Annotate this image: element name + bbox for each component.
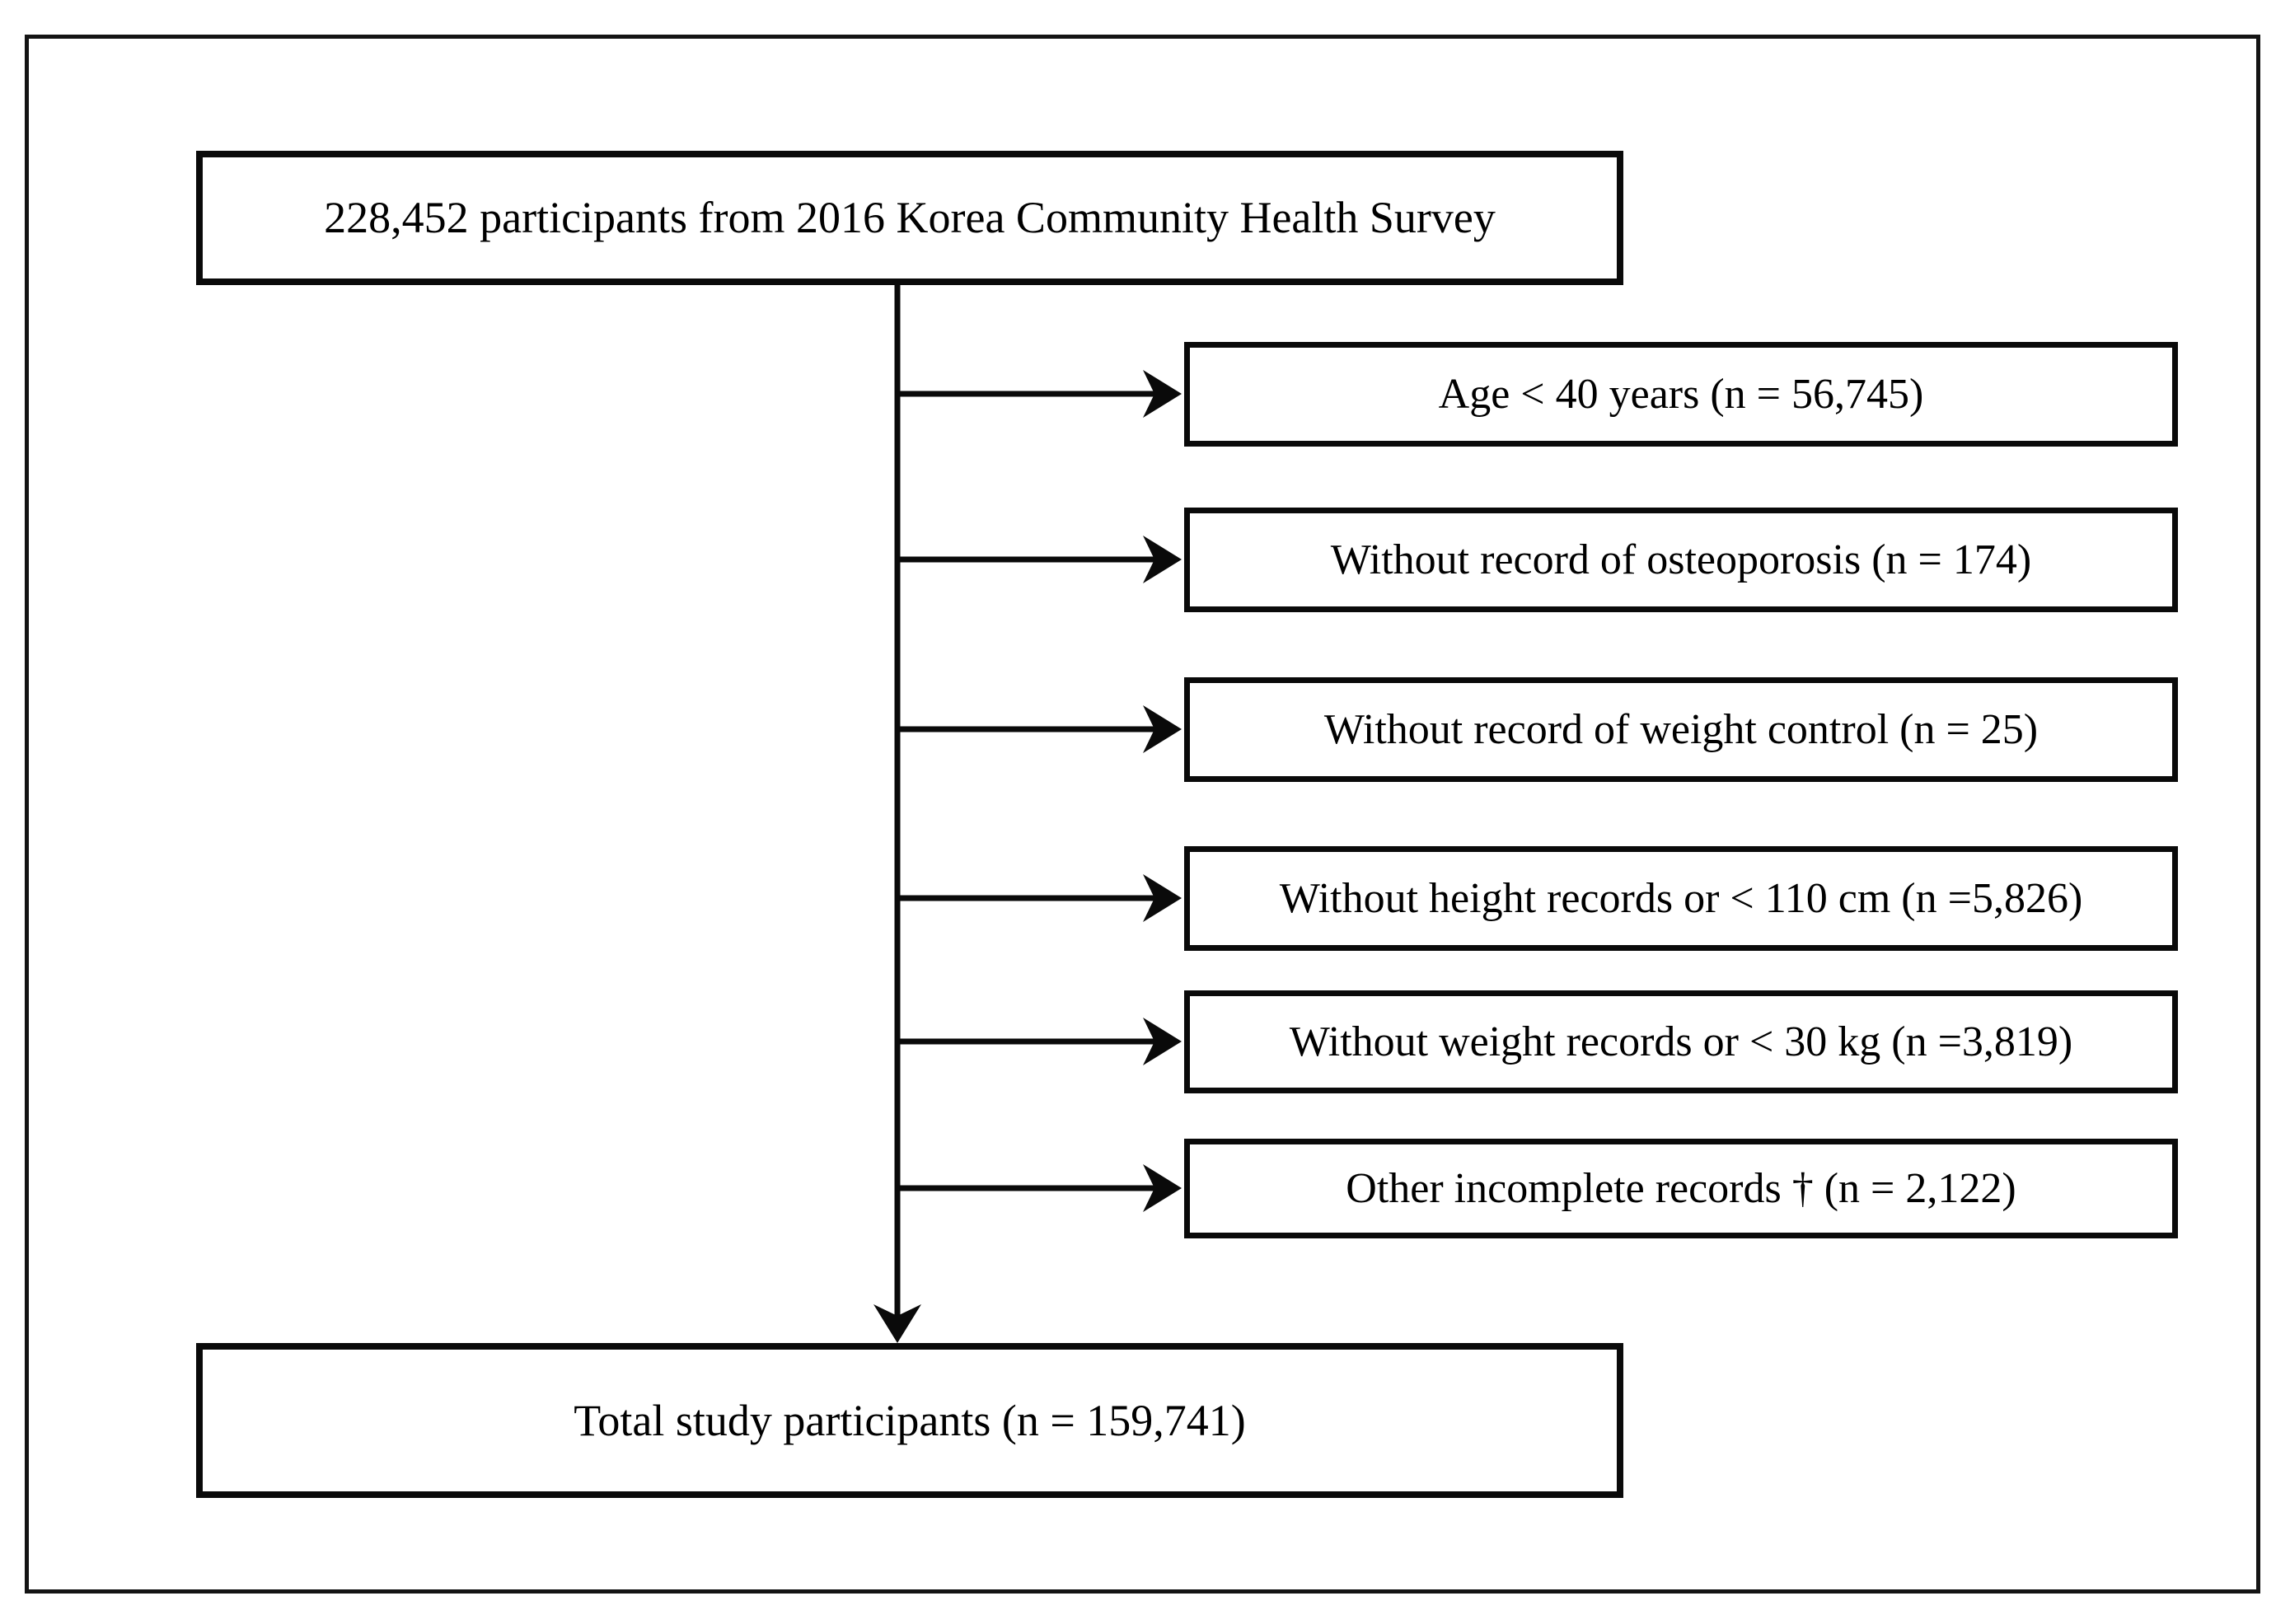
exclusion-box-age: Age < 40 years (n = 56,745) bbox=[1184, 342, 2178, 447]
exclusion-box-label: Other incomplete records † (n = 2,122) bbox=[1346, 1164, 2016, 1212]
exclusion-box-height-records: Without height records or < 110 cm (n =5… bbox=[1184, 846, 2178, 951]
exclusion-box-label: Age < 40 years (n = 56,745) bbox=[1438, 370, 1924, 418]
result-box: Total study participants (n = 159,741) bbox=[196, 1343, 1623, 1498]
figure-border-frame bbox=[25, 35, 2260, 1594]
result-box-label: Total study participants (n = 159,741) bbox=[574, 1395, 1246, 1445]
exclusion-box-label: Without record of weight control (n = 25… bbox=[1323, 705, 2039, 753]
exclusion-box-label: Without record of osteoporosis (n = 174) bbox=[1330, 536, 2032, 583]
source-box-label: 228,452 participants from 2016 Korea Com… bbox=[324, 193, 1496, 243]
exclusion-box-weight-records: Without weight records or < 30 kg (n =3,… bbox=[1184, 990, 2178, 1093]
source-box: 228,452 participants from 2016 Korea Com… bbox=[196, 151, 1623, 285]
exclusion-box-other-incomplete: Other incomplete records † (n = 2,122) bbox=[1184, 1139, 2178, 1238]
exclusion-box-label: Without height records or < 110 cm (n =5… bbox=[1279, 874, 2083, 922]
exclusion-box-osteoporosis-record: Without record of osteoporosis (n = 174) bbox=[1184, 508, 2178, 612]
exclusion-box-label: Without weight records or < 30 kg (n =3,… bbox=[1289, 1018, 2073, 1065]
exclusion-box-weight-control-record: Without record of weight control (n = 25… bbox=[1184, 677, 2178, 782]
